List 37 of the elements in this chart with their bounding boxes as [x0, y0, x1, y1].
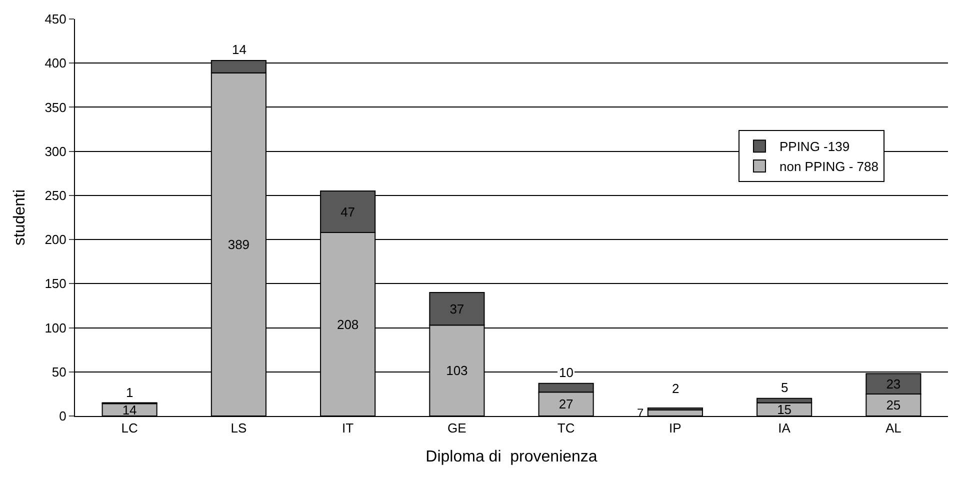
- data-label: 27: [558, 396, 574, 412]
- data-label: 47: [340, 204, 356, 220]
- x-tick-label: IT: [342, 420, 354, 436]
- x-axis-title: Diploma di provenienza: [426, 448, 598, 466]
- x-tick-label: TC: [557, 420, 575, 436]
- y-axis-title: studenti: [12, 189, 29, 246]
- legend-label: non PPING - 788: [779, 159, 878, 174]
- data-label: 1: [126, 385, 134, 400]
- data-label: 15: [777, 402, 792, 417]
- x-tick-label: LS: [230, 420, 247, 436]
- data-label: 10: [559, 365, 574, 380]
- y-tick-label: 100: [44, 320, 66, 336]
- data-label: 37: [450, 301, 464, 316]
- x-tick-label: LC: [121, 420, 138, 436]
- y-tick-label: 300: [44, 144, 66, 159]
- x-tick-label: IA: [778, 420, 791, 436]
- data-label: 25: [886, 397, 901, 412]
- x-tick-label: GE: [448, 420, 467, 436]
- y-tick-label: 450: [44, 12, 66, 27]
- y-tick-label: 350: [44, 100, 66, 115]
- y-tick-label: 50: [52, 364, 66, 380]
- data-label: 208: [336, 316, 359, 332]
- legend-label: PPING -139: [779, 139, 850, 154]
- data-label: 2: [672, 381, 680, 396]
- x-tick-label: AL: [885, 420, 902, 436]
- data-label: 14: [122, 402, 137, 418]
- y-tick-label: 400: [44, 56, 66, 71]
- data-label: 14: [232, 42, 246, 57]
- data-label: 23: [886, 376, 901, 392]
- y-tick-label: 250: [44, 188, 66, 203]
- y-tick-label: 0: [59, 408, 66, 424]
- data-label: 389: [228, 236, 250, 252]
- data-label: 5: [781, 380, 788, 395]
- x-tick-label: IP: [669, 420, 682, 436]
- y-tick-label: 150: [44, 276, 66, 292]
- y-tick-label: 200: [44, 232, 66, 248]
- data-label: 103: [446, 363, 468, 378]
